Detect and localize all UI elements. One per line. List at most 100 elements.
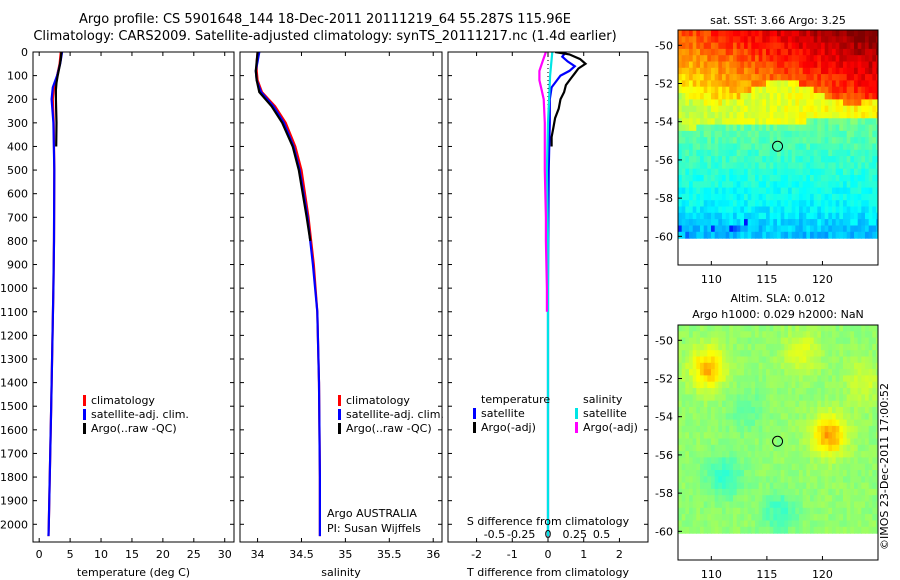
map-cell — [795, 36, 800, 44]
map-cell — [868, 200, 873, 208]
map-cell — [777, 432, 782, 440]
map-cell — [795, 206, 800, 214]
map-cell — [843, 419, 848, 427]
map-cell — [780, 356, 785, 364]
map-cell — [817, 143, 822, 151]
map-cell — [806, 488, 811, 496]
map-cell — [784, 331, 789, 339]
map-cell — [711, 400, 716, 408]
map-cell — [689, 400, 694, 408]
map-cell — [733, 432, 738, 440]
map-cell — [689, 362, 694, 370]
map-cell — [696, 488, 701, 496]
map-cell — [784, 130, 789, 138]
map-cell — [755, 74, 760, 81]
map-cell — [865, 212, 870, 220]
map-cell — [729, 181, 734, 189]
map-cell — [817, 168, 822, 176]
map-cell — [689, 67, 694, 75]
map-cell — [692, 42, 697, 50]
map-cell — [747, 67, 752, 75]
map-cell — [773, 175, 778, 182]
map-cell — [876, 419, 878, 427]
map-cell — [700, 219, 705, 226]
map-cell — [802, 112, 807, 119]
map-cell — [813, 175, 818, 182]
map-cell — [751, 470, 756, 477]
map-cell — [769, 331, 774, 339]
map-cell — [802, 74, 807, 81]
map-cell — [729, 507, 734, 515]
map-cell — [846, 495, 851, 503]
map-cell — [799, 388, 804, 395]
map-cell — [802, 42, 807, 50]
map-cell — [736, 362, 741, 370]
map-cell — [865, 457, 870, 465]
map-cell — [689, 99, 694, 107]
map-cell — [714, 526, 719, 534]
map-cell — [857, 61, 862, 69]
map-cell — [689, 501, 694, 509]
map-cell — [788, 212, 793, 220]
map-cell — [821, 118, 826, 126]
map-cell — [758, 369, 763, 376]
map-cell — [707, 501, 712, 509]
map-cell — [762, 407, 767, 414]
map-cell — [780, 30, 785, 37]
map-cell — [802, 156, 807, 163]
map-cell — [865, 112, 870, 119]
map-cell — [722, 55, 727, 63]
map-cell — [755, 495, 760, 503]
map-cell — [692, 495, 697, 503]
map-cell — [711, 137, 716, 145]
map-cell — [700, 356, 705, 364]
map-cell — [802, 394, 807, 402]
map-cell — [839, 206, 844, 214]
map-cell — [876, 187, 878, 195]
map-cell — [729, 476, 734, 484]
map-cell — [854, 438, 859, 446]
map-cell — [747, 181, 752, 189]
series-line-satellite-adj-clim- — [47, 52, 64, 537]
map-cell — [758, 463, 763, 471]
map-cell — [839, 112, 844, 119]
map-cell — [835, 149, 840, 157]
map-cell — [700, 362, 705, 370]
map-cell — [707, 470, 712, 477]
map-cell — [714, 444, 719, 452]
map-cell — [857, 105, 862, 113]
map-cell — [751, 55, 756, 63]
map-cell — [802, 337, 807, 345]
legend-label: Argo(-adj) — [583, 421, 638, 434]
map-cell — [758, 476, 763, 484]
map-cell — [718, 432, 723, 440]
map-cell — [846, 36, 851, 44]
map-cell — [846, 407, 851, 414]
map-cell — [744, 231, 749, 239]
map-cell — [865, 86, 870, 94]
map-cell — [854, 225, 859, 233]
map-cell — [755, 488, 760, 496]
map-cell — [854, 36, 859, 44]
map-cell — [857, 476, 862, 484]
map-cell — [854, 175, 859, 182]
map-cell — [865, 438, 870, 446]
map-cell — [843, 67, 848, 75]
map-cell — [681, 137, 686, 145]
map-cell — [846, 425, 851, 433]
map-cell — [766, 48, 771, 56]
map-cell — [681, 331, 686, 339]
map-cell — [799, 381, 804, 389]
map-cell — [828, 362, 833, 370]
map-cell — [725, 331, 730, 339]
map-cell — [711, 350, 716, 358]
map-cell — [733, 55, 738, 63]
map-cell — [747, 193, 752, 201]
map-cell — [707, 212, 712, 220]
map-cell — [817, 463, 822, 471]
map-cell — [773, 55, 778, 63]
map-cell — [865, 356, 870, 364]
map-cell — [791, 156, 796, 163]
map-cell — [832, 206, 837, 214]
map-cell — [865, 55, 870, 63]
